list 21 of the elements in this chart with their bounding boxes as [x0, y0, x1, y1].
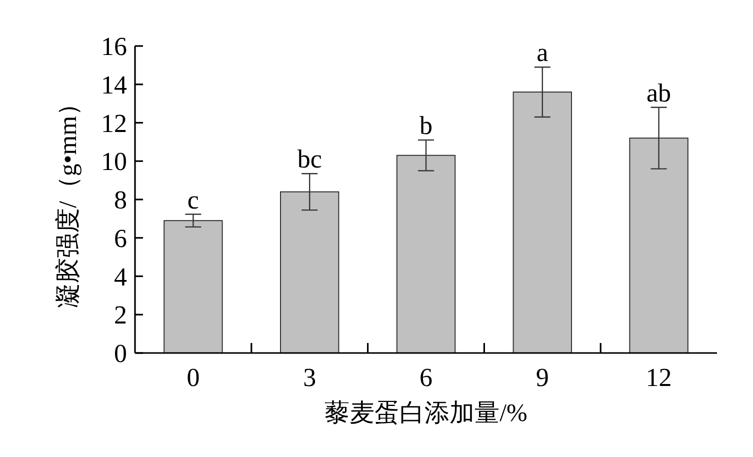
- y-tick-label: 14: [101, 70, 127, 100]
- x-tick-label: 3: [303, 363, 316, 392]
- y-tick-label: 0: [114, 339, 127, 368]
- annotation: a: [536, 38, 549, 68]
- y-tick-label: 4: [114, 262, 127, 292]
- x-axis-title: 藜麦蛋白添加量/%: [324, 400, 528, 427]
- annotation: b: [420, 111, 432, 140]
- x-tick-label: 12: [646, 363, 672, 392]
- y-tick-label: 16: [101, 32, 127, 61]
- y-tick-label: 8: [114, 186, 127, 214]
- x-tick-label: 6: [420, 363, 432, 392]
- y-axis-title: 凝胶强度/（g•mm）: [54, 90, 82, 308]
- annotation: bc: [297, 144, 322, 174]
- y-tick-label: 10: [101, 147, 127, 176]
- x-tick-label: 9: [536, 363, 549, 392]
- x-tick-label: 0: [186, 363, 200, 392]
- y-tick-label: 6: [114, 224, 127, 253]
- annotation: ab: [646, 78, 672, 108]
- y-tick-label: 2: [114, 300, 127, 330]
- y-tick-label: 12: [101, 108, 127, 138]
- annotation: c: [187, 185, 199, 214]
